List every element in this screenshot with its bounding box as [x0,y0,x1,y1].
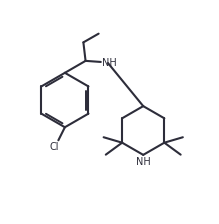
Text: Cl: Cl [49,142,59,152]
Text: NH: NH [136,157,151,167]
Text: NH: NH [102,58,117,68]
